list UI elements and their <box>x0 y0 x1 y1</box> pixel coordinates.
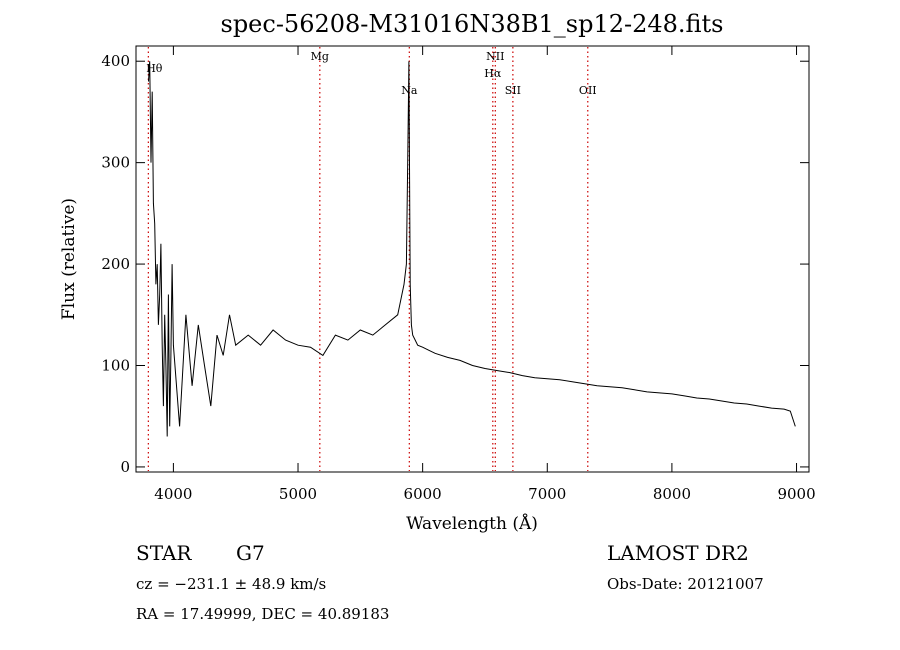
object-subclass: G7 <box>236 541 265 565</box>
y-tick-label: 400 <box>101 52 130 70</box>
line-marker-label: Hα <box>484 67 502 80</box>
y-tick-label: 200 <box>101 255 130 273</box>
line-marker-label: NII <box>486 50 504 63</box>
y-tick-label: 300 <box>101 154 130 172</box>
x-axis-label: Wavelength (Å) <box>406 513 538 534</box>
x-tick-label: 8000 <box>653 485 691 503</box>
spectrum-line <box>148 61 796 437</box>
y-tick-label: 100 <box>101 357 130 375</box>
spectrum-series <box>148 61 796 437</box>
axis-ticks: 4000 5000 6000 7000 8000 9000 0 100 200 300 400 <box>101 46 816 503</box>
obs-date: Obs-Date: 20121007 <box>607 575 764 593</box>
survey-label: LAMOST DR2 <box>607 541 749 565</box>
x-tick-label: 6000 <box>404 485 442 503</box>
y-tick-label: 0 <box>120 458 130 476</box>
x-tick-label: 4000 <box>154 485 192 503</box>
line-marker-label: SII <box>505 84 521 97</box>
object-class: STAR <box>136 541 192 565</box>
x-tick-label: 7000 <box>528 485 566 503</box>
line-marker-label: Mg <box>311 50 329 63</box>
x-tick-label: 5000 <box>279 485 317 503</box>
redshift-text: cz = −231.1 ± 48.9 km/s <box>136 575 327 593</box>
line-marker-label: OII <box>579 84 597 97</box>
plot-frame <box>135 45 810 473</box>
coordinates: RA = 17.49999, DEC = 40.89183 <box>136 605 390 623</box>
x-tick-label: 9000 <box>777 485 815 503</box>
y-axis-label: Flux (relative) <box>59 198 79 320</box>
chart-title: spec-56208-M31016N38B1_sp12-248.fits <box>221 10 724 38</box>
line-marker-label: Hθ <box>146 62 163 75</box>
